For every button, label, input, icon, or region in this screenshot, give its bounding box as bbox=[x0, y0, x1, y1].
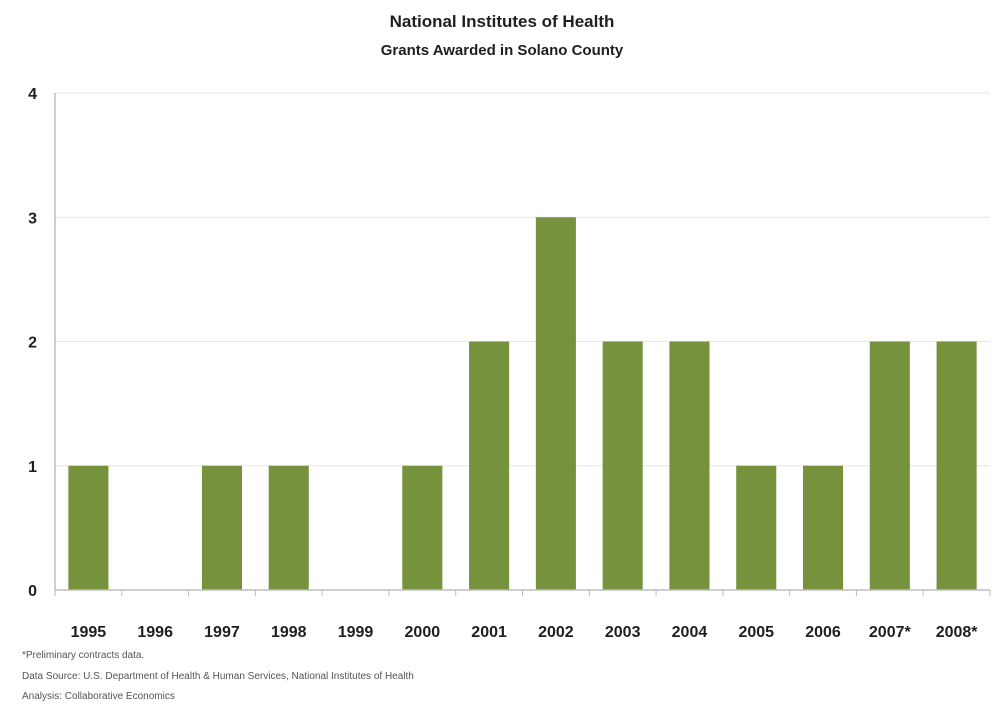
bar-2006 bbox=[803, 465, 844, 590]
bar-1997 bbox=[201, 465, 242, 590]
footnote-analysis: Analysis: Collaborative Economics bbox=[22, 691, 175, 702]
chart-subtitle: Grants Awarded in Solano County bbox=[381, 42, 624, 59]
x-tick-label-1997: 1997 bbox=[204, 624, 240, 641]
x-tick-label-2006: 2006 bbox=[805, 624, 841, 641]
y-tick-label-3: 3 bbox=[28, 210, 37, 227]
bar-1995 bbox=[68, 465, 109, 590]
y-tick-label-4: 4 bbox=[28, 86, 37, 103]
x-tick-label-2005: 2005 bbox=[738, 624, 774, 641]
chart-title: National Institutes of Health bbox=[390, 12, 615, 31]
y-tick-labels: 0 1 2 3 4 bbox=[28, 86, 37, 600]
y-tick-label-1: 1 bbox=[28, 459, 37, 476]
x-tick-labels: 1995 1996 1997 1998 1999 2000 2001 2002 2003 2004… bbox=[71, 624, 979, 641]
axes bbox=[54, 93, 991, 596]
x-tick-label-1996: 1996 bbox=[137, 624, 173, 641]
x-tick-label-2002: 2002 bbox=[538, 624, 574, 641]
bar-2000 bbox=[402, 465, 443, 590]
x-tick-label-1995: 1995 bbox=[71, 624, 107, 641]
bar-2001 bbox=[469, 341, 510, 590]
y-tick-label-2: 2 bbox=[28, 335, 37, 352]
x-tick-label-2007: 2007* bbox=[869, 624, 912, 641]
y-tick-label-0: 0 bbox=[28, 583, 37, 600]
bar-2004 bbox=[669, 341, 710, 590]
x-tick-label-2008: 2008* bbox=[936, 624, 979, 641]
footnote-data-source: Data Source: U.S. Department of Health &… bbox=[22, 671, 414, 682]
bar-2007 bbox=[869, 341, 910, 590]
gridlines bbox=[55, 92, 990, 467]
bars bbox=[68, 217, 977, 590]
x-tick-label-2003: 2003 bbox=[605, 624, 641, 641]
bar-2002 bbox=[535, 217, 576, 590]
x-tick-label-1999: 1999 bbox=[338, 624, 374, 641]
x-tick-label-2001: 2001 bbox=[471, 624, 507, 641]
bar-2008 bbox=[936, 341, 977, 590]
bar-2005 bbox=[736, 465, 777, 590]
footnote-preliminary: *Preliminary contracts data. bbox=[22, 650, 145, 661]
x-tick-label-2004: 2004 bbox=[672, 624, 708, 641]
x-tick-label-2000: 2000 bbox=[405, 624, 441, 641]
bar-1998 bbox=[268, 465, 309, 590]
bar-2003 bbox=[602, 341, 643, 590]
x-tick-label-1998: 1998 bbox=[271, 624, 307, 641]
